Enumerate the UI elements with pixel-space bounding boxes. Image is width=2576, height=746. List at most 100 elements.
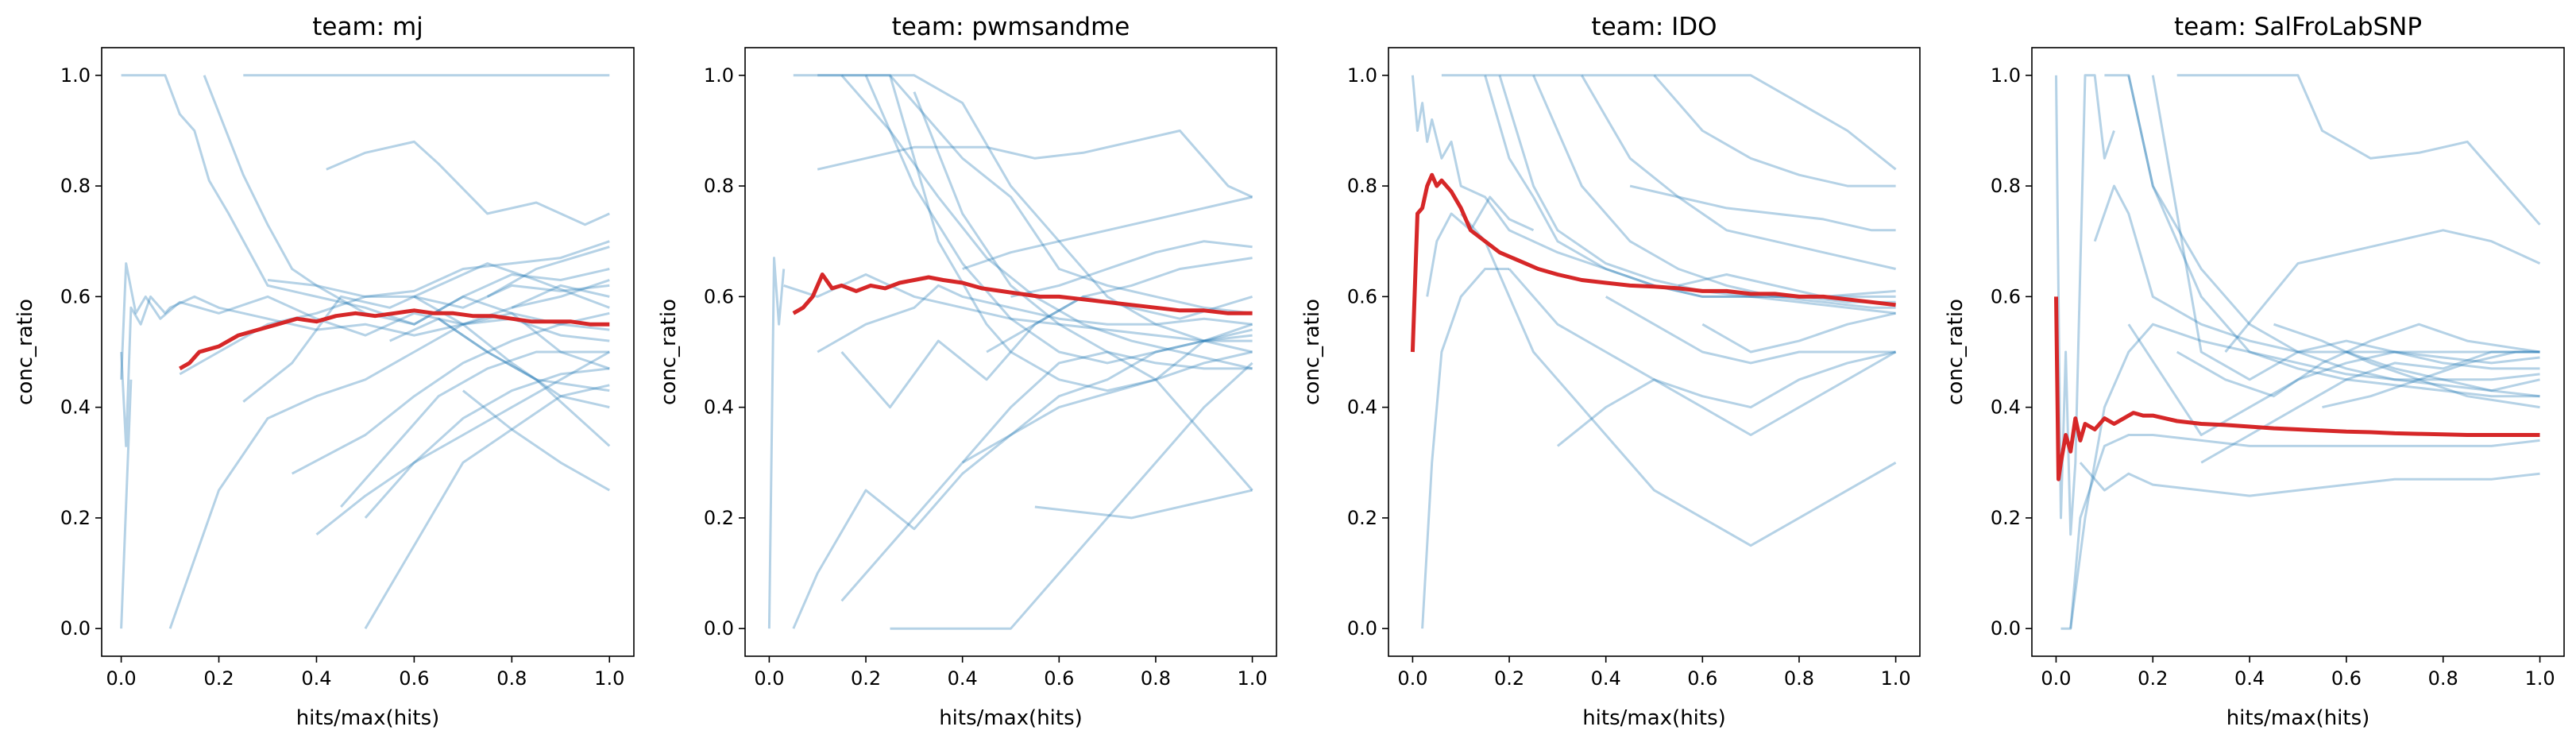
- series-line: [2273, 323, 2540, 409]
- panel-title: team: SalFroLabSNP: [2174, 13, 2422, 41]
- series-line: [840, 257, 1253, 409]
- x-tick-label: 1.0: [1881, 667, 1911, 690]
- series-line: [889, 75, 1253, 392]
- series-line: [486, 245, 610, 298]
- x-tick-label: 0.4: [948, 667, 978, 690]
- series-line: [2127, 75, 2540, 398]
- series-line: [2224, 229, 2541, 353]
- y-tick-label: 0.4: [60, 396, 91, 419]
- mean-line: [179, 308, 610, 371]
- axes-frame: [101, 47, 635, 657]
- subplot-panel-ido: team: IDO hits/max(hits) conc_ratio 0.0 0…: [1300, 13, 1921, 730]
- series-line: [1678, 273, 1896, 298]
- x-axis-label: hits/max(hits): [2226, 706, 2370, 730]
- y-tick-label: 0.0: [60, 617, 91, 640]
- series-line: [1034, 489, 1253, 520]
- series-line: [2176, 74, 2541, 226]
- x-tick-label: 0.8: [1784, 667, 1814, 690]
- series-line: [2176, 323, 2540, 398]
- x-tick-label: 0.4: [2234, 667, 2265, 690]
- x-tick-label: 0.0: [1397, 667, 1427, 690]
- series-line: [340, 350, 610, 508]
- series-line: [1532, 75, 1896, 309]
- series-line: [1441, 74, 1897, 171]
- series-line: [890, 361, 1253, 630]
- x-tick-label: 0.0: [106, 667, 137, 690]
- series-line: [267, 268, 610, 326]
- x-axis-label: hits/max(hits): [1582, 706, 1726, 730]
- series-line: [2069, 434, 2540, 629]
- series-line: [1426, 195, 1535, 297]
- x-tick-label: 0.0: [2041, 667, 2071, 690]
- x-tick-label: 0.0: [754, 667, 784, 690]
- series-line: [326, 140, 610, 226]
- series-line: [389, 317, 610, 392]
- series-line: [792, 323, 1253, 629]
- series-line: [817, 74, 1253, 354]
- y-tick-label: 0.8: [1347, 175, 1377, 197]
- y-tick-label: 0.0: [704, 617, 734, 640]
- plot-area: [767, 74, 1253, 630]
- x-axis-label: hits/max(hits): [939, 706, 1083, 730]
- y-tick-label: 0.6: [1347, 285, 1377, 307]
- x-tick-label: 0.8: [1141, 667, 1171, 690]
- x-tick-label: 0.8: [2428, 667, 2458, 690]
- x-tick-label: 0.4: [301, 667, 331, 690]
- y-tick-label: 0.2: [60, 507, 91, 529]
- y-tick-label: 0.8: [60, 175, 91, 197]
- series-line: [120, 379, 133, 629]
- series-line: [2151, 75, 2540, 381]
- series-line: [242, 262, 610, 403]
- series-line: [120, 262, 610, 380]
- panel-title: team: IDO: [1591, 13, 1717, 41]
- y-axis-label: conc_ratio: [14, 299, 37, 405]
- series-line: [1411, 75, 1896, 303]
- series-line: [2055, 74, 2115, 536]
- series-line: [511, 284, 610, 309]
- series-line: [2346, 350, 2540, 392]
- y-tick-label: 1.0: [1991, 64, 2021, 87]
- series-line: [817, 284, 1253, 354]
- series-line: [1498, 75, 1896, 315]
- axes-frame: [1388, 47, 1921, 657]
- y-tick-label: 1.0: [704, 64, 734, 87]
- subplot-panel-mj: team: mj hits/max(hits) conc_ratio 0.0 0.…: [14, 13, 635, 730]
- y-tick-label: 0.8: [704, 175, 734, 197]
- panel-title: team: mj: [312, 13, 423, 41]
- series-line: [1460, 212, 1897, 547]
- series-line: [1629, 184, 1896, 232]
- y-axis-label: conc_ratio: [657, 299, 681, 405]
- y-tick-label: 0.4: [1991, 396, 2021, 419]
- series-line: [961, 378, 1253, 492]
- series-line: [767, 257, 786, 629]
- y-tick-label: 0.4: [1347, 396, 1377, 419]
- series-line: [1605, 296, 1896, 365]
- y-tick-label: 0.2: [1991, 507, 2021, 529]
- series-line: [1701, 311, 1896, 354]
- series-line: [438, 317, 611, 447]
- y-tick-label: 0.6: [60, 285, 91, 307]
- x-axis-label: hits/max(hits): [296, 706, 440, 730]
- y-tick-label: 0.0: [1347, 617, 1377, 640]
- series-line: [291, 311, 610, 475]
- y-tick-label: 0.6: [1991, 285, 2021, 307]
- series-line: [120, 295, 610, 447]
- series-line: [462, 389, 611, 492]
- y-tick-label: 0.6: [704, 285, 734, 307]
- subplot-panel-salfrolabsnp: team: SalFroLabSNP hits/max(hits) conc_r…: [1944, 13, 2565, 730]
- x-tick-label: 0.6: [2331, 667, 2362, 690]
- series-line: [168, 279, 610, 629]
- x-tick-label: 0.6: [1044, 667, 1074, 690]
- series-line: [2060, 323, 2540, 630]
- mean-line: [1410, 172, 1896, 353]
- series-line: [179, 240, 610, 376]
- series-line: [364, 384, 610, 629]
- x-tick-label: 1.0: [594, 667, 624, 690]
- plot-area: [2054, 74, 2541, 630]
- series-line: [1010, 240, 1253, 298]
- panel-title: team: pwmsandme: [892, 13, 1130, 41]
- series-line: [913, 91, 1253, 370]
- x-tick-label: 0.2: [851, 667, 881, 690]
- series-line: [1421, 268, 1509, 629]
